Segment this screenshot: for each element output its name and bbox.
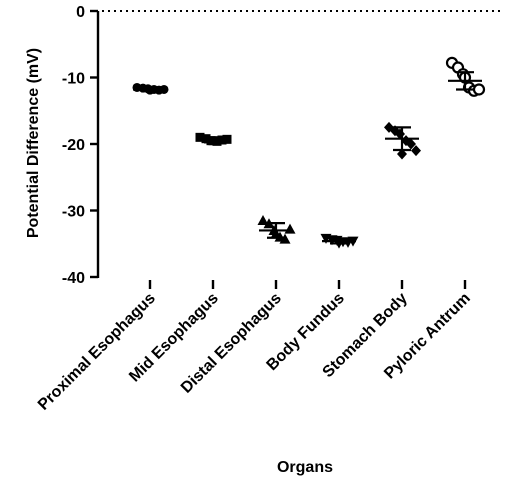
y-axis-title: Potential Difference (mV) [25, 48, 42, 238]
data-point [406, 138, 416, 150]
x-category-label: Proximal Esophagus [35, 290, 159, 414]
data-point [472, 83, 486, 96]
y-tick-label: -40 [62, 270, 85, 287]
data-point [257, 214, 269, 225]
plot-area [132, 56, 486, 249]
data-point [397, 148, 407, 160]
data-point [411, 145, 421, 157]
x-axis-title: Organs [277, 459, 333, 476]
data-point [284, 223, 296, 234]
data-point [195, 132, 205, 142]
y-tick-label: -10 [62, 71, 85, 88]
y-tick-label: 0 [76, 4, 85, 21]
y-tick-label: -20 [62, 137, 85, 154]
axes: 0 -10 -20 -30 -40 [62, 4, 500, 289]
y-tick-label: -30 [62, 204, 85, 221]
